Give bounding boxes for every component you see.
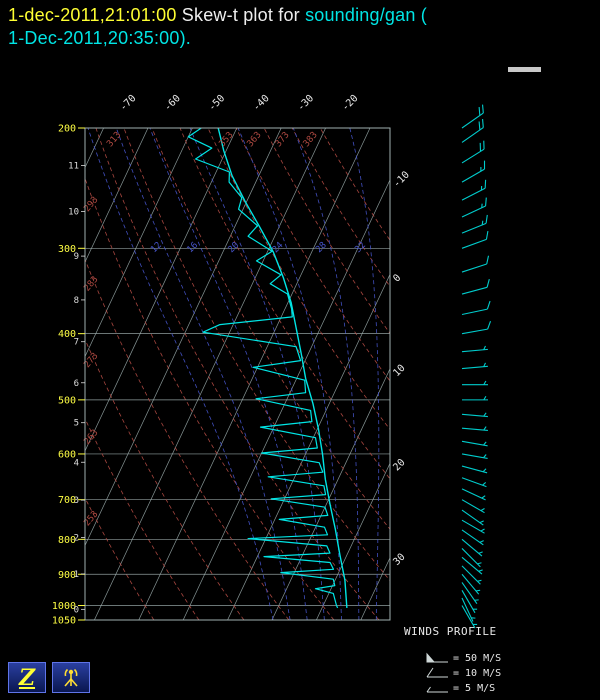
svg-text:500: 500 [58, 395, 76, 406]
svg-text:363: 363 [246, 130, 264, 149]
svg-text:-40: -40 [251, 93, 272, 114]
full-barb-icon [426, 667, 448, 678]
top-right-marker [508, 67, 541, 72]
svg-text:1: 1 [74, 570, 79, 580]
z-glyph: Z [18, 664, 36, 691]
svg-text:400: 400 [58, 329, 76, 340]
wind-legend: = 50 M/S = 10 M/S = 5 M/S [424, 651, 501, 696]
svg-text:-30: -30 [296, 93, 317, 114]
svg-text:4: 4 [74, 458, 79, 468]
svg-text:-60: -60 [162, 93, 183, 114]
svg-text:900: 900 [58, 570, 76, 581]
station-link[interactable]: sounding/gan ( [305, 5, 427, 25]
svg-text:800: 800 [58, 535, 76, 546]
legend-label: = 5 M/S [453, 683, 496, 694]
svg-text:600: 600 [58, 449, 76, 460]
svg-text:3: 3 [74, 496, 79, 506]
legend-row-50: = 50 M/S [424, 651, 501, 666]
svg-text:353: 353 [218, 130, 236, 149]
svg-text:9: 9 [74, 252, 79, 262]
svg-text:700: 700 [58, 495, 76, 506]
legend-label: = 50 M/S [453, 653, 502, 664]
svg-text:-10: -10 [391, 169, 412, 190]
svg-text:-70: -70 [118, 93, 139, 114]
svg-text:10: 10 [391, 363, 407, 379]
title-line-1: 1-dec-2011,21:01:00 Skew-t plot for soun… [8, 4, 427, 27]
antenna-button[interactable] [52, 662, 90, 693]
svg-text:1050: 1050 [52, 616, 76, 627]
title-text: Skew-t plot for [176, 5, 306, 25]
svg-text:-50: -50 [207, 93, 228, 114]
legend-row-5: = 5 M/S [424, 681, 501, 696]
svg-text:2: 2 [74, 533, 79, 543]
svg-text:1000: 1000 [52, 601, 76, 612]
svg-text:10: 10 [68, 207, 79, 217]
half-barb-icon [426, 686, 448, 693]
svg-text:-20: -20 [340, 93, 361, 114]
plot-timestamp: 1-dec-2011,21:01:00 [8, 5, 177, 25]
title-bar: 1-dec-2011,21:01:00 Skew-t plot for soun… [8, 4, 427, 50]
legend-row-10: = 10 M/S [424, 666, 501, 681]
svg-text:20: 20 [391, 457, 407, 473]
legend-label: = 10 M/S [453, 668, 502, 679]
svg-text:300: 300 [58, 244, 76, 255]
flag-barb-icon [426, 652, 448, 663]
svg-text:20: 20 [227, 240, 242, 255]
svg-text:5: 5 [74, 419, 79, 429]
sounding-timestamp: 1-Dec-2011,20:35:00). [8, 28, 191, 48]
antenna-icon [64, 668, 78, 687]
svg-text:8: 8 [74, 296, 79, 306]
svg-text:313: 313 [105, 130, 123, 149]
svg-text:373: 373 [274, 130, 292, 149]
svg-text:200: 200 [58, 124, 76, 135]
svg-text:0: 0 [74, 605, 79, 615]
z-logo-button[interactable]: Z [8, 662, 46, 693]
svg-text:11: 11 [68, 162, 79, 172]
toolbar: Z [8, 662, 90, 693]
svg-text:12: 12 [149, 240, 164, 255]
svg-text:7: 7 [74, 338, 79, 348]
svg-text:6: 6 [74, 379, 79, 389]
svg-text:16: 16 [185, 240, 200, 255]
svg-text:0: 0 [391, 272, 403, 284]
winds-profile-title: WINDS PROFILE [404, 625, 497, 638]
svg-text:30: 30 [391, 552, 407, 568]
